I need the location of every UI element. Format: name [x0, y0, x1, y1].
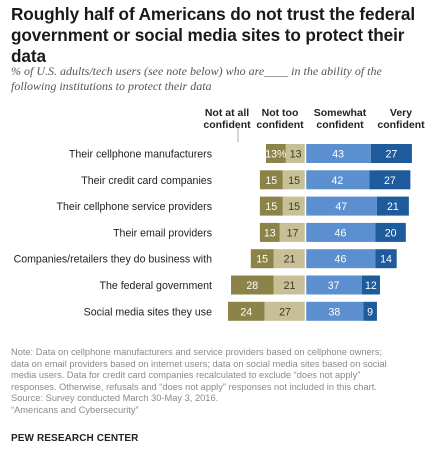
bar-companies-retailers-they-do-business-with-very-confident [375, 249, 397, 269]
bar-their-credit-card-companies-not-too-confident [282, 170, 306, 190]
bar-companies-retailers-they-do-business-with-somewhat-confident [305, 249, 376, 269]
data-label-social-media-sites-they-use-not-at-all-confident: 24 [240, 306, 252, 318]
bar-social-media-sites-they-use-somewhat-confident [305, 301, 364, 321]
bar-social-media-sites-they-use-not-too-confident [264, 301, 306, 321]
bar-companies-retailers-they-do-business-with-not-at-all-confident [250, 249, 274, 269]
note-line-2: data on email providers based on interne… [11, 358, 387, 369]
category-label-their-email-providers: Their email providers [113, 227, 212, 239]
bar-their-cellphone-service-providers-not-at-all-confident [259, 196, 283, 216]
bar-the-federal-government-very-confident [361, 275, 380, 295]
column-header-not-too-line-2: confident [256, 119, 304, 131]
source-label: PEW RESEARCH CENTER [11, 433, 139, 444]
data-label-the-federal-government-not-at-all-confident: 28 [246, 280, 258, 292]
bar-their-cellphone-service-providers-very-confident [376, 196, 409, 216]
column-header-not-too: Not too confident [250, 107, 310, 131]
column-header-not-too-line-1: Not too [261, 107, 299, 119]
chart-subtitle: % of U.S. adults/tech users (see note be… [11, 64, 439, 94]
column-header-somewhat-line-1: Somewhat [313, 107, 367, 119]
bar-social-media-sites-they-use-not-at-all-confident [227, 301, 265, 321]
data-label-the-federal-government-somewhat-confident: 37 [328, 280, 340, 292]
category-label-their-cellphone-manufacturers: Their cellphone manufacturers [69, 149, 212, 161]
category-label-their-credit-card-companies: Their credit card companies [81, 175, 212, 187]
bar-their-cellphone-service-providers-not-too-confident [282, 196, 306, 216]
column-header-very: Very confident [368, 107, 434, 131]
bar-their-cellphone-manufacturers-very-confident [370, 144, 412, 163]
note-source: Source: Survey conducted March 30-May 3,… [11, 393, 219, 404]
data-label-companies-retailers-they-do-business-with-very-confident: 14 [380, 254, 392, 266]
bar-their-credit-card-companies-not-at-all-confident [259, 170, 283, 190]
category-label-their-cellphone-service-providers: Their cellphone service providers [57, 201, 212, 213]
bar-their-cellphone-manufacturers-not-at-all-confident [265, 144, 286, 163]
data-label-their-credit-card-companies-not-at-all-confident: 15 [265, 175, 277, 187]
data-label-their-credit-card-companies-somewhat-confident: 42 [332, 175, 344, 187]
bar-their-email-providers-not-too-confident [279, 222, 306, 242]
bar-the-federal-government-not-too-confident [273, 275, 306, 295]
note-line-4: responses. Otherwise, refusals and “does… [11, 381, 377, 392]
bar-companies-retailers-they-do-business-with-not-too-confident [273, 249, 306, 269]
data-label-their-cellphone-service-providers-not-at-all-confident: 15 [265, 201, 277, 213]
note-line-1: Note: Data on cellphone manufacturers an… [11, 347, 383, 357]
data-label-the-federal-government-not-too-confident: 21 [284, 280, 296, 292]
bar-their-cellphone-service-providers-somewhat-confident [305, 196, 377, 216]
category-label-the-federal-government: The federal government [100, 280, 213, 292]
note-line-3: media users. Data for credit card compan… [11, 370, 361, 381]
data-label-social-media-sites-they-use-not-too-confident: 27 [279, 306, 291, 318]
data-label-their-cellphone-manufacturers-somewhat-confident: 43 [332, 149, 344, 161]
column-header-not-at-all-line-1: Not at all [204, 107, 250, 119]
data-label-their-credit-card-companies-very-confident: 27 [384, 175, 396, 187]
data-label-their-cellphone-manufacturers-very-confident: 27 [385, 149, 397, 161]
data-label-their-credit-card-companies-not-too-confident: 15 [288, 175, 300, 187]
title-line-2: government or social media sites to prot… [11, 25, 405, 66]
note-report-title: “Americans and Cybersecurity” [11, 404, 139, 415]
data-label-their-cellphone-service-providers-somewhat-confident: 47 [335, 201, 347, 213]
bar-their-cellphone-manufacturers-somewhat-confident [305, 144, 371, 163]
subtitle-line-1: % of U.S. adults/tech users (see note be… [11, 64, 382, 78]
bar-the-federal-government-somewhat-confident [305, 275, 362, 295]
data-label-the-federal-government-very-confident: 12 [365, 280, 377, 292]
category-label-social-media-sites-they-use: Social media sites they use [84, 306, 212, 318]
bar-their-credit-card-companies-very-confident [369, 170, 411, 190]
bar-their-email-providers-somewhat-confident [305, 222, 376, 242]
column-header-not-at-all-line-2: confident [203, 119, 251, 131]
data-label-companies-retailers-they-do-business-with-not-too-confident: 21 [284, 254, 296, 266]
data-label-their-cellphone-service-providers-very-confident: 21 [387, 201, 399, 213]
chart-note: Note: Data on cellphone manufacturers an… [11, 347, 439, 417]
data-label-their-email-providers-very-confident: 20 [385, 227, 397, 239]
data-label-social-media-sites-they-use-very-confident: 9 [367, 306, 373, 318]
data-label-companies-retailers-they-do-business-with-not-at-all-confident: 15 [256, 254, 268, 266]
column-header-very-line-1: Very [389, 107, 413, 119]
column-header-not-at-all: Not at all confident [192, 107, 262, 131]
bar-their-cellphone-manufacturers-not-too-confident [285, 144, 306, 163]
bar-the-federal-government-not-at-all-confident [231, 275, 274, 295]
data-label-their-cellphone-service-providers-not-too-confident: 15 [288, 201, 300, 213]
data-label-their-email-providers-somewhat-confident: 46 [335, 227, 347, 239]
column-header-somewhat-line-2: confident [316, 119, 364, 131]
data-label-their-cellphone-manufacturers-not-at-all-confident: 13% [265, 149, 287, 161]
bar-their-email-providers-not-at-all-confident [259, 222, 280, 242]
data-label-their-cellphone-manufacturers-not-too-confident: 13 [290, 149, 302, 161]
data-label-companies-retailers-they-do-business-with-somewhat-confident: 46 [335, 254, 347, 266]
bar-their-credit-card-companies-somewhat-confident [305, 170, 370, 190]
column-header-very-line-2: confident [377, 119, 425, 131]
category-label-companies-retailers-they-do-business-with: Companies/retailers they do business wit… [14, 254, 213, 266]
bar-social-media-sites-they-use-very-confident [363, 301, 377, 321]
chart-title: Roughly half of Americans do not trust t… [11, 4, 439, 67]
data-label-their-email-providers-not-at-all-confident: 13 [264, 227, 276, 239]
title-line-1: Roughly half of Americans do not trust t… [11, 4, 416, 24]
data-label-social-media-sites-they-use-somewhat-confident: 38 [328, 306, 340, 318]
bar-their-email-providers-very-confident [375, 222, 406, 242]
subtitle-line-2: following institutions to protect their … [11, 79, 212, 93]
data-label-their-email-providers-not-too-confident: 17 [287, 227, 299, 239]
column-header-somewhat: Somewhat confident [307, 107, 373, 131]
